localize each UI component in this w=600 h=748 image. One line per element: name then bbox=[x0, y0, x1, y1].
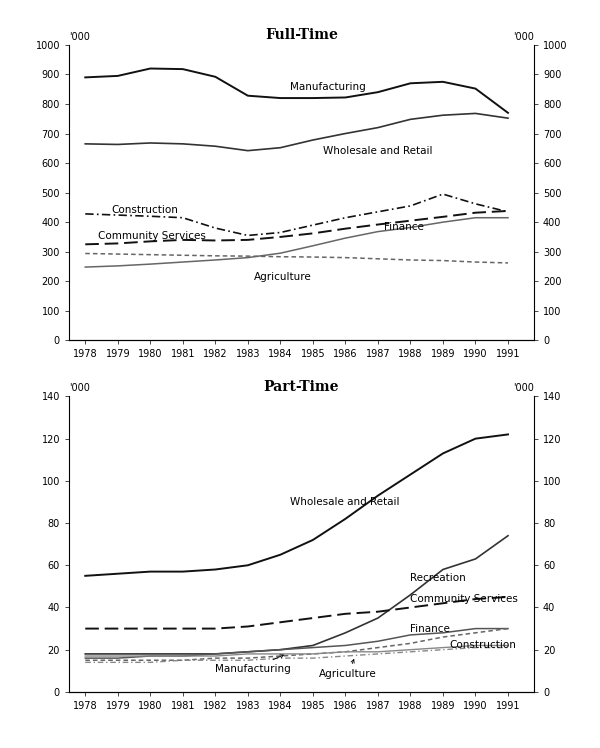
Text: Construction: Construction bbox=[111, 206, 178, 215]
Text: '000: '000 bbox=[69, 32, 90, 42]
Text: Construction: Construction bbox=[449, 640, 517, 651]
Text: '000: '000 bbox=[69, 384, 90, 393]
Text: Recreation: Recreation bbox=[410, 573, 466, 583]
Text: Agriculture: Agriculture bbox=[319, 660, 377, 679]
Text: Community Services: Community Services bbox=[98, 231, 206, 242]
Title: Part-Time: Part-Time bbox=[264, 380, 339, 394]
Text: '000: '000 bbox=[513, 384, 534, 393]
Text: Agriculture: Agriculture bbox=[254, 272, 312, 282]
Text: Manufacturing: Manufacturing bbox=[290, 82, 366, 92]
Text: Manufacturing: Manufacturing bbox=[215, 654, 291, 674]
Text: Finance: Finance bbox=[410, 624, 451, 634]
Title: Full-Time: Full-Time bbox=[265, 28, 338, 43]
Text: Community Services: Community Services bbox=[410, 594, 518, 604]
Text: Wholesale and Retail: Wholesale and Retail bbox=[323, 147, 432, 156]
Text: Finance: Finance bbox=[385, 222, 424, 233]
Text: '000: '000 bbox=[513, 32, 534, 42]
Text: Wholesale and Retail: Wholesale and Retail bbox=[290, 497, 400, 507]
